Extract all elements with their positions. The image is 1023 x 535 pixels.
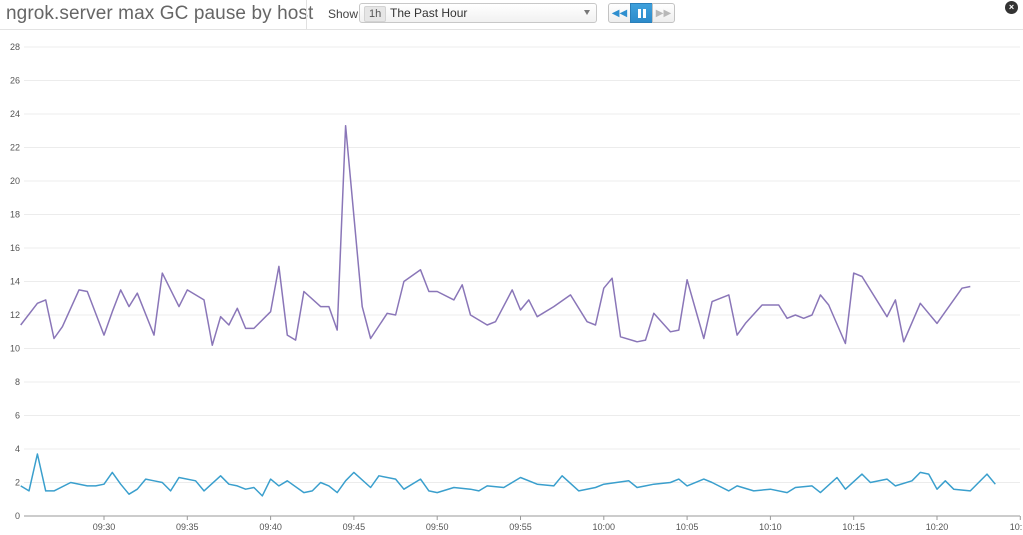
y-tick-label: 28 bbox=[10, 42, 20, 52]
y-tick-label: 0 bbox=[15, 511, 20, 521]
x-axis-ticks: 09:30 09:35 09:40 09:45 09:50 09:55 10:00 10:05… bbox=[93, 516, 1023, 532]
x-tick-label: 10:05 bbox=[676, 522, 699, 532]
x-tick-label: 09:45 bbox=[343, 522, 366, 532]
close-icon: × bbox=[1008, 2, 1015, 12]
y-tick-label: 16 bbox=[10, 243, 20, 253]
rewind-button[interactable]: ◀◀ bbox=[608, 3, 631, 23]
forward-button[interactable]: ▶▶ bbox=[652, 3, 675, 23]
time-range-badge: 1h bbox=[364, 6, 387, 22]
y-tick-label: 14 bbox=[10, 277, 20, 287]
grid-layer bbox=[24, 46, 1020, 517]
widget-header: ngrok.server max GC pause by host Show 1… bbox=[0, 0, 1023, 30]
chart-title: ngrok.server max GC pause by host bbox=[6, 3, 314, 24]
chevron-down-icon bbox=[584, 10, 590, 15]
pause-button[interactable] bbox=[630, 3, 653, 23]
time-range-select[interactable]: 1h The Past Hour bbox=[359, 3, 597, 23]
x-tick-label: 10:00 bbox=[593, 522, 616, 532]
y-tick-label: 6 bbox=[15, 411, 20, 421]
x-tick-label: 10:10 bbox=[759, 522, 782, 532]
y-tick-label: 10 bbox=[10, 344, 20, 354]
y-tick-label: 18 bbox=[10, 210, 20, 220]
series-line-2[interactable] bbox=[20, 453, 996, 497]
show-label: Show bbox=[328, 7, 359, 21]
x-tick-label: 10:15 bbox=[842, 522, 865, 532]
close-button[interactable]: × bbox=[1005, 1, 1018, 14]
x-tick-label: 10:20 bbox=[926, 522, 949, 532]
y-tick-label: 26 bbox=[10, 76, 20, 86]
playback-controls: ◀◀ ▶▶ bbox=[608, 3, 675, 23]
x-tick-label: 09:55 bbox=[509, 522, 532, 532]
x-tick-label: 09:35 bbox=[176, 522, 199, 532]
x-tick-label: 09:30 bbox=[93, 522, 116, 532]
y-tick-label: 20 bbox=[10, 176, 20, 186]
x-tick-label: 10: bbox=[1010, 522, 1023, 532]
y-tick-label: 2 bbox=[15, 478, 20, 488]
header-divider bbox=[306, 0, 307, 29]
y-tick-label: 12 bbox=[10, 310, 20, 320]
x-tick-label: 09:50 bbox=[426, 522, 449, 532]
time-range-value: The Past Hour bbox=[390, 6, 468, 20]
x-tick-label: 09:40 bbox=[259, 522, 282, 532]
rewind-icon: ◀◀ bbox=[611, 7, 628, 19]
y-tick-label: 8 bbox=[15, 377, 20, 387]
y-tick-label: 4 bbox=[15, 444, 20, 454]
y-tick-label: 24 bbox=[10, 109, 20, 119]
fast-forward-icon: ▶▶ bbox=[655, 7, 672, 19]
series-line-1[interactable] bbox=[20, 124, 971, 346]
pause-icon bbox=[637, 8, 646, 18]
series-layer bbox=[20, 124, 996, 497]
y-tick-label: 22 bbox=[10, 143, 20, 153]
